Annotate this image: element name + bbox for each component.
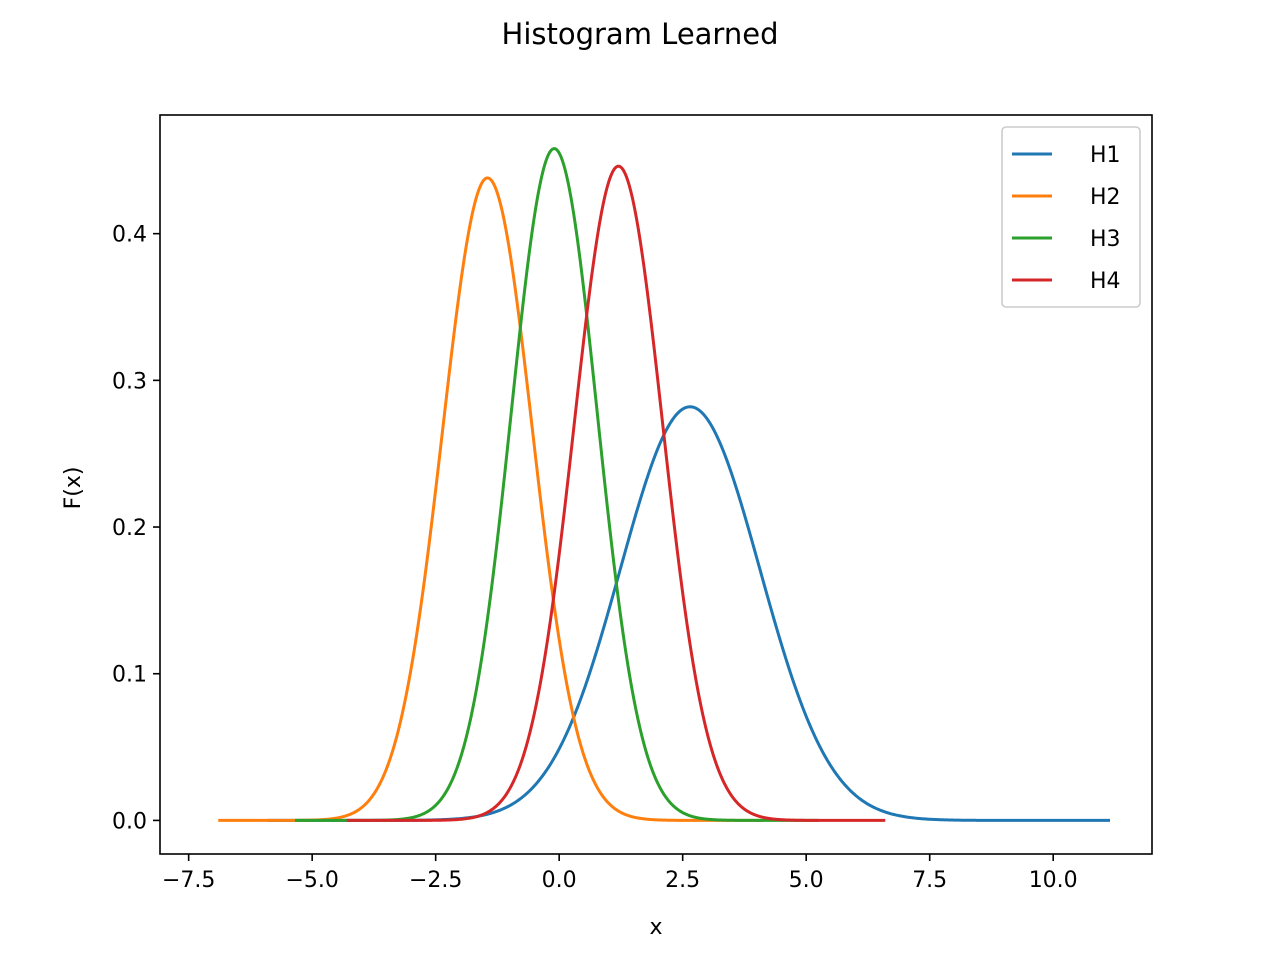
y-tick-label: 0.3 bbox=[112, 369, 147, 394]
y-axis-label: F(x) bbox=[61, 467, 86, 510]
x-axis-label: x bbox=[649, 915, 662, 940]
legend-label-h4: H4 bbox=[1090, 269, 1121, 294]
series-layer bbox=[217, 147, 1111, 822]
y-tick-label: 0.1 bbox=[112, 663, 147, 688]
chart-title: Histogram Learned bbox=[502, 17, 779, 51]
series-line-h2 bbox=[217, 176, 765, 822]
legend-label-h1: H1 bbox=[1090, 143, 1121, 168]
x-axis: −7.5 −5.0 −2.5 0.0 2.5 5.0 7.5 10.0 bbox=[162, 854, 1078, 893]
legend: H1 H2 H3 H4 bbox=[1001, 126, 1141, 308]
series-line-h3 bbox=[294, 147, 820, 822]
x-tick-label: 0.0 bbox=[542, 868, 577, 893]
x-tick-label: 10.0 bbox=[1029, 868, 1078, 893]
x-tick-label: 5.0 bbox=[789, 868, 824, 893]
legend-label-h2: H2 bbox=[1090, 185, 1121, 210]
x-tick-label: −5.0 bbox=[285, 868, 338, 893]
plot-frame bbox=[159, 114, 1153, 855]
legend-label-h3: H3 bbox=[1090, 227, 1121, 252]
y-axis: 0.0 0.1 0.2 0.3 0.4 bbox=[112, 223, 160, 834]
x-tick-label: 7.5 bbox=[912, 868, 947, 893]
series-line-h1 bbox=[267, 405, 1111, 822]
y-tick-label: 0.0 bbox=[112, 809, 147, 834]
x-tick-label: −2.5 bbox=[409, 868, 462, 893]
x-tick-label: −7.5 bbox=[162, 868, 215, 893]
series-line-h4 bbox=[346, 164, 886, 822]
legend-box bbox=[1001, 126, 1141, 308]
x-tick-label: 2.5 bbox=[665, 868, 700, 893]
y-tick-label: 0.2 bbox=[112, 516, 147, 541]
y-tick-label: 0.4 bbox=[112, 223, 147, 248]
